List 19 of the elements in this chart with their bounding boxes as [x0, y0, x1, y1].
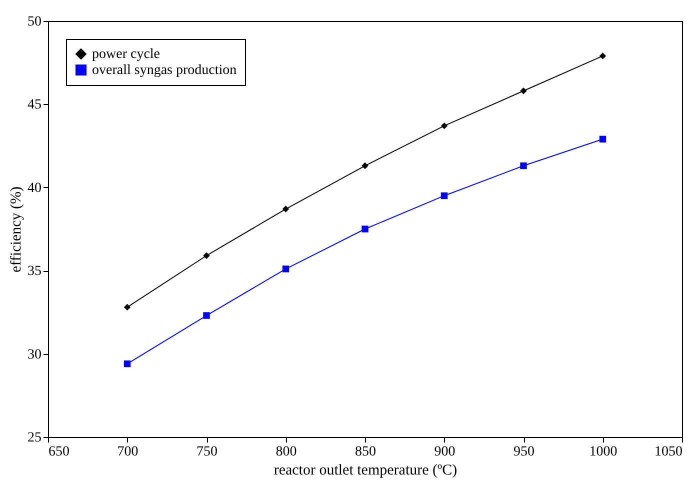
y-tick-label: 25 [28, 430, 42, 446]
x-tick-label: 800 [276, 444, 297, 460]
y-axis-title: efficiency (%) [8, 186, 24, 272]
y-tick-label: 45 [28, 98, 42, 113]
x-tick-label: 850 [355, 444, 376, 460]
y-tick-label: 40 [28, 180, 42, 196]
x-tick-label: 650 [48, 444, 70, 460]
y-tick-label: 50 [28, 14, 42, 30]
x-axis-title: reactor outlet temperature (ºC) [274, 462, 458, 478]
x-tick-label: 1050 [654, 444, 682, 460]
y-tick-label: 35 [28, 264, 42, 280]
x-tick-label: 900 [434, 444, 456, 460]
legend-label: power cycle [92, 47, 160, 62]
x-tick-label: 1000 [589, 444, 618, 460]
legend-label: overall syngas production [92, 63, 237, 78]
x-tick-label: 700 [117, 444, 138, 460]
x-tick-label: 750 [196, 444, 218, 460]
y-tick-label: 30 [28, 347, 42, 362]
x-tick-label: 950 [514, 444, 534, 460]
